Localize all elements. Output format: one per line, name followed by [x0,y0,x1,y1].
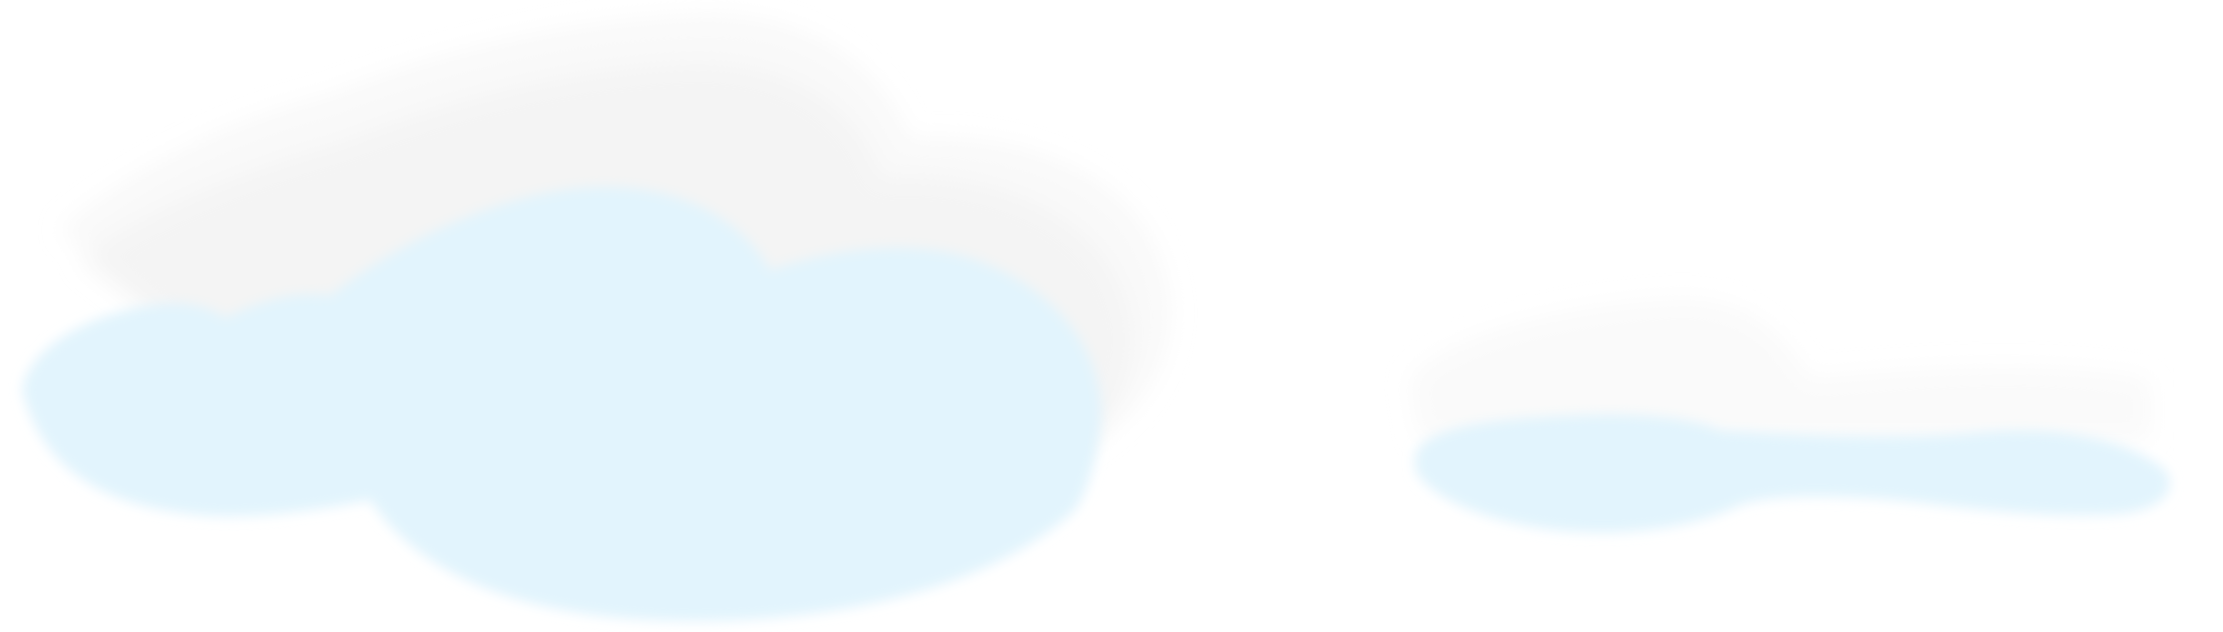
small-cloud-right [1415,414,2170,533]
small-cloud-trail [1410,299,2150,440]
large-cloud-left [22,186,1102,622]
